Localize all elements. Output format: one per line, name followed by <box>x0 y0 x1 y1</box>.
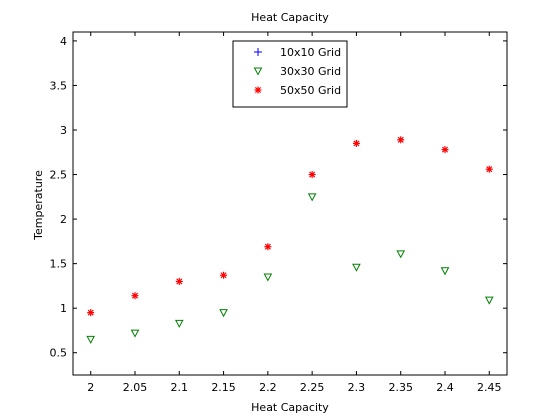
x-tick-label: 2.1 <box>171 381 189 394</box>
x-axis: 2 2.05 2.1 2.15 2.2 2.25 2.3 2.35 2.4 2.45 <box>87 32 502 394</box>
data-point <box>440 267 450 276</box>
data-point <box>396 250 406 259</box>
y-tick-label: 2.5 <box>50 169 68 182</box>
legend: 10x10 Grid 30x30 Grid 50x50 Grid <box>232 40 348 108</box>
legend-marker <box>253 67 263 76</box>
legend-entry: 30x30 Grid <box>280 65 341 78</box>
legend-entry: 10x10 Grid <box>280 46 341 59</box>
x-tick-label: 2.2 <box>259 381 277 394</box>
y-tick-label: 0.5 <box>50 347 68 360</box>
y-tick-label: 3 <box>60 124 67 137</box>
data-point <box>308 171 316 179</box>
data-point <box>263 273 273 282</box>
data-point <box>130 329 140 338</box>
y-axis-label: Temperature <box>32 170 45 241</box>
x-tick-label: 2.15 <box>211 381 236 394</box>
y-tick-label: 3.5 <box>50 79 68 92</box>
x-tick-label: 2.3 <box>348 381 366 394</box>
x-tick-label: 2.4 <box>436 381 454 394</box>
y-axis: 0.5 1 1.5 2 2.5 3 3.5 4 <box>50 35 507 360</box>
data-point <box>397 136 405 144</box>
data-point <box>352 139 360 147</box>
data-point <box>220 271 228 279</box>
data-point <box>441 146 449 154</box>
y-tick-label: 4 <box>60 35 67 48</box>
data-point <box>485 165 493 173</box>
data-point <box>174 319 184 328</box>
data-point <box>175 277 183 285</box>
data-point <box>264 243 272 251</box>
y-tick-label: 1.5 <box>50 258 68 271</box>
x-tick-label: 2.45 <box>477 381 502 394</box>
x-tick-label: 2.25 <box>300 381 325 394</box>
x-axis-label: Heat Capacity <box>251 401 329 414</box>
data-point <box>131 292 139 300</box>
data-point <box>307 193 317 202</box>
x-tick-label: 2.35 <box>388 381 413 394</box>
data-point <box>87 309 95 317</box>
y-tick-label: 1 <box>60 302 67 315</box>
data-point <box>484 296 494 305</box>
data-points <box>86 136 494 344</box>
data-point <box>352 263 361 272</box>
x-tick-label: 2.05 <box>123 381 148 394</box>
legend-entry: 50x50 Grid <box>280 84 341 97</box>
legend-marker <box>254 86 262 94</box>
data-point <box>86 335 96 344</box>
legend-marker <box>254 48 262 56</box>
x-tick-label: 2 <box>87 381 94 394</box>
legend-box <box>232 40 348 108</box>
data-point <box>219 309 228 318</box>
chart-title: Heat Capacity <box>251 11 329 24</box>
y-tick-label: 2 <box>60 213 67 226</box>
